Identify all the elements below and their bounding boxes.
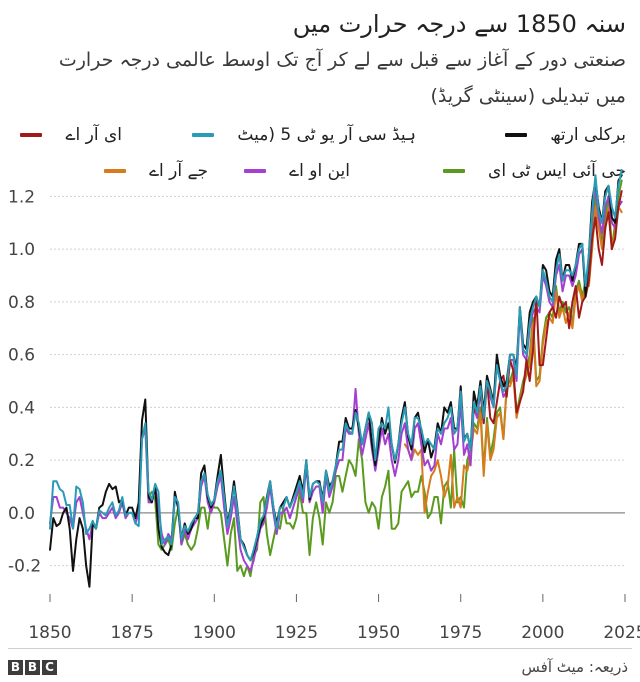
y-tick-label-6: 1.0 (8, 240, 35, 260)
y-tick-label-0: -0.2 (8, 557, 41, 577)
x-tick-label-7: 2025 (603, 623, 640, 643)
footer-divider (8, 648, 632, 649)
legend-swatch-hadcrut5 (192, 133, 214, 137)
legend-item-gistemp: جی آئی ایس ٹی ای (442, 160, 626, 182)
series-line-era (472, 190, 623, 425)
legend-label-noaa: این او اے (289, 161, 350, 181)
bbc-logo-letter-1: B (8, 660, 23, 675)
legend-swatch-jra (103, 169, 126, 173)
bbc-logo-letter-2: B (25, 660, 40, 675)
legend-item-jra: جے آر اے (103, 160, 208, 182)
bbc-logo: B B C (8, 660, 57, 675)
legend-label-berkeley: برکلی ارتھ (550, 125, 626, 145)
legend-item-hadcrut5: ہیڈ سی آر یو ٹی 5 (میٹ (192, 124, 416, 146)
x-tick-label-5: 1975 (439, 623, 482, 643)
x-tick-label-4: 1950 (357, 623, 400, 643)
chart-subtitle: صنعتی دور کے آغاز سے قبل سے لے کر آج تک … (58, 49, 626, 107)
legend-swatch-berkeley (504, 133, 527, 137)
legend-label-jra: جے آر اے (149, 161, 208, 181)
legend-swatch-noaa (243, 169, 266, 173)
legend-item-era: ای آر اے (20, 124, 122, 146)
legend-label-hadcrut5: ہیڈ سی آر یو ٹی 5 (میٹ (237, 125, 416, 145)
x-tick-label-1: 1875 (111, 623, 154, 643)
legend-item-noaa: این او اے (243, 160, 350, 182)
chart-title: سنہ 1850 سے درجہ حرارت میں (292, 10, 626, 38)
y-tick-label-7: 1.2 (8, 187, 35, 207)
y-tick-label-1: 0.0 (8, 504, 35, 524)
x-tick-label-3: 1925 (275, 623, 318, 643)
series-line-gistemp (147, 179, 623, 578)
y-tick-label-3: 0.4 (8, 398, 35, 418)
x-tick-label-2: 1900 (193, 623, 236, 643)
x-tick-label-0: 1850 (28, 623, 71, 643)
x-tick-label-6: 2000 (521, 623, 564, 643)
legend-swatch-era (20, 133, 43, 137)
legend-label-era: ای آر اے (65, 125, 122, 145)
y-tick-label-5: 0.8 (8, 293, 35, 313)
y-tick-label-2: 0.2 (8, 451, 35, 471)
legend-swatch-gistemp (442, 169, 465, 173)
legend-item-berkeley: برکلی ارتھ (504, 124, 626, 146)
source-note: ذریعہ: میٹ آفس (521, 658, 628, 676)
bbc-logo-letter-3: C (42, 660, 57, 675)
y-tick-label-4: 0.6 (8, 346, 35, 366)
legend-label-gistemp: جی آئی ایس ٹی ای (488, 161, 626, 181)
series-line-hadcrut5 (49, 169, 623, 562)
